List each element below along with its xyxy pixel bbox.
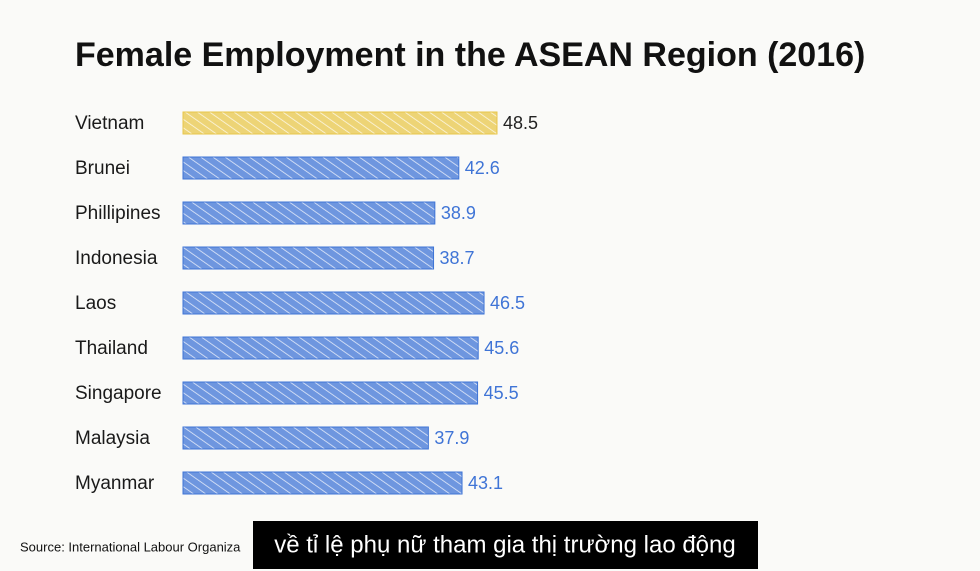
bar [182, 111, 498, 135]
value-label: 48.5 [503, 113, 538, 133]
source-note: Source: International Labour Organiza [20, 539, 241, 554]
value-label: 46.5 [490, 293, 525, 313]
bar [182, 246, 435, 270]
category-label: Myanmar [75, 473, 155, 494]
bar [182, 156, 460, 180]
video-subtitle: về tỉ lệ phụ nữ tham gia thị trường lao … [274, 531, 735, 558]
value-label: 37.9 [434, 428, 469, 448]
category-label: Malaysia [75, 428, 150, 449]
category-label: Brunei [75, 158, 130, 179]
category-label: Phillipines [75, 203, 161, 224]
bar [182, 336, 479, 360]
bar [182, 291, 485, 315]
category-label: Vietnam [75, 113, 144, 134]
value-label: 38.9 [441, 203, 476, 223]
subtitle-box [253, 521, 758, 569]
value-label: 43.1 [468, 473, 503, 493]
category-label: Laos [75, 293, 116, 314]
value-label: 45.6 [484, 338, 519, 358]
bar [182, 381, 479, 405]
bar [182, 426, 429, 450]
value-label: 45.5 [484, 383, 519, 403]
chart-title: Female Employment in the ASEAN Region (2… [75, 36, 865, 74]
category-label: Indonesia [75, 248, 158, 269]
bar [182, 471, 463, 495]
value-label: 42.6 [465, 158, 500, 178]
category-label: Singapore [75, 383, 162, 404]
bar [182, 201, 436, 225]
value-label: 38.7 [440, 248, 475, 268]
category-label: Thailand [75, 338, 148, 359]
